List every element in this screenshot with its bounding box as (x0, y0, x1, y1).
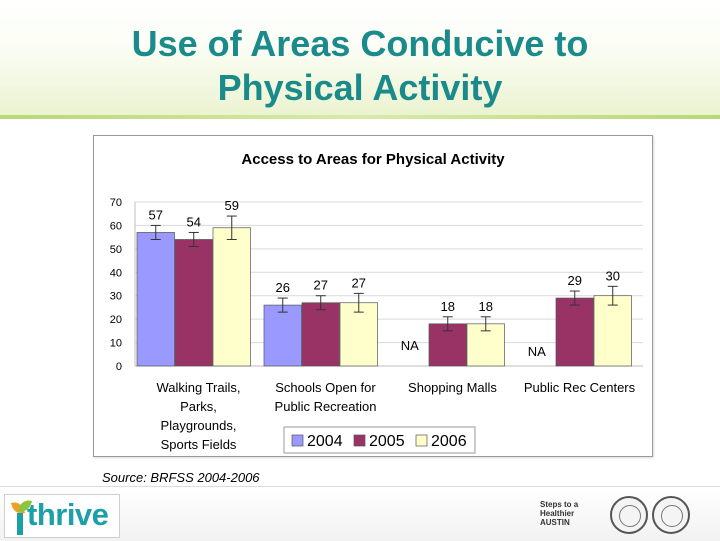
bar-2006-3 (593, 295, 632, 367)
logo-stem (17, 513, 23, 535)
data-label-2006-0: 59 (225, 198, 239, 213)
data-label-2004-0: 57 (149, 207, 163, 222)
data-label-2005-2: 18 (441, 299, 455, 314)
data-label-2004-2: NA (401, 338, 419, 353)
bar-2006-1 (339, 302, 378, 367)
partner-logo-text: Steps to a Healthier AUSTIN (540, 500, 579, 527)
legend-label-2005: 2005 (369, 433, 405, 450)
data-label-2005-3: 29 (568, 273, 582, 288)
x-category-label-3-0: Public Rec Centers (524, 380, 636, 395)
city-seal-icon (652, 496, 690, 534)
data-label-2005-0: 54 (187, 214, 201, 229)
data-label-2004-1: 26 (276, 280, 290, 295)
source-note: Source: BRFSS 2004-2006 (102, 470, 260, 485)
y-tick-label-0: 0 (116, 361, 122, 373)
bar-2005-0 (174, 239, 213, 367)
y-tick-label-60: 60 (110, 220, 122, 232)
bar-2004-0 (136, 232, 175, 367)
x-category-label-0-1: Parks, (180, 399, 217, 414)
slide-title: Use of Areas Conducive to Physical Activ… (0, 22, 720, 110)
x-category-label-1-0: Schools Open for (275, 380, 376, 395)
x-category-label-2-0: Shopping Malls (408, 380, 497, 395)
y-tick-label-50: 50 (110, 244, 122, 256)
legend-label-2004: 2004 (307, 433, 343, 450)
legend-swatch-2006 (415, 434, 428, 447)
y-tick-label-20: 20 (110, 314, 122, 326)
logo-text: thrive (27, 497, 109, 532)
x-category-label-0-3: Sports Fields (161, 437, 237, 452)
slide-title-line-1: Use of Areas Conducive to (131, 23, 589, 64)
chart-frame: Access to Areas for Physical Activity 0 10… (93, 135, 653, 457)
slide-footer (0, 486, 720, 541)
data-label-2005-1: 27 (314, 278, 328, 293)
legend-swatch-2005 (353, 434, 366, 447)
data-label-2004-3: NA (528, 344, 546, 359)
y-tick-label-70: 70 (110, 197, 122, 209)
bar-2006-0 (212, 227, 251, 367)
y-tick-label-40: 40 (110, 267, 122, 279)
bar-2005-3 (555, 297, 594, 367)
data-label-2006-2: 18 (479, 299, 493, 314)
bar-2004-1 (263, 304, 302, 367)
legend-label-2006: 2006 (431, 433, 467, 450)
x-category-label-0-0: Walking Trails, (156, 380, 240, 395)
bar-chart: Access to Areas for Physical Activity 0 10… (110, 151, 643, 454)
data-label-2006-3: 30 (606, 268, 620, 283)
header-divider (0, 115, 720, 119)
ithrive-logo: thrive (4, 494, 120, 538)
legend-swatch-2004 (291, 434, 304, 447)
y-tick-label-10: 10 (110, 338, 122, 350)
data-label-2006-1: 27 (352, 275, 366, 290)
legend-box (283, 426, 476, 454)
y-tick-label-30: 30 (110, 291, 122, 303)
partner-seal-icon (610, 496, 648, 534)
bar-2005-1 (301, 302, 340, 367)
chart-title: Access to Areas for Physical Activity (241, 151, 505, 168)
slide-header (0, 0, 720, 118)
slide-title-line-2: Physical Activity (217, 67, 503, 108)
x-category-label-1-1: Public Recreation (275, 399, 377, 414)
x-category-label-0-2: Playgrounds, (161, 418, 237, 433)
